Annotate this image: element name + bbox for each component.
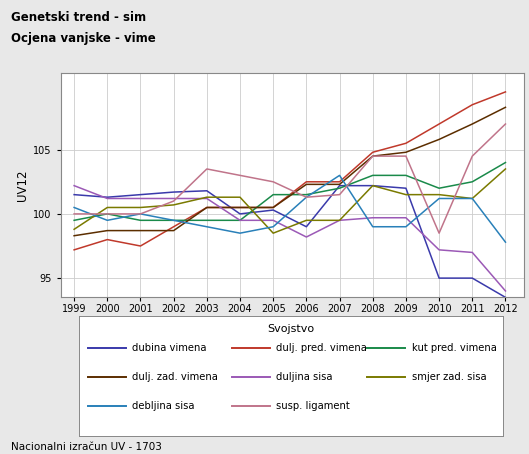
Text: Svojstvo: Svojstvo — [267, 324, 315, 334]
Text: debljina sisa: debljina sisa — [132, 401, 195, 411]
Text: Ocjena vanjske - vime: Ocjena vanjske - vime — [11, 32, 156, 45]
Text: smjer zad. sisa: smjer zad. sisa — [412, 372, 486, 382]
Text: Genetski trend - sim: Genetski trend - sim — [11, 11, 145, 25]
Text: susp. ligament: susp. ligament — [276, 401, 350, 411]
Text: kut pred. vimena: kut pred. vimena — [412, 343, 496, 353]
Text: dubina vimena: dubina vimena — [132, 343, 207, 353]
X-axis label: Godina rođenja: Godina rođenja — [247, 320, 338, 333]
Text: Nacionalni izračun UV - 1703: Nacionalni izračun UV - 1703 — [11, 442, 161, 452]
Text: duljina sisa: duljina sisa — [276, 372, 333, 382]
Text: dulj. zad. vimena: dulj. zad. vimena — [132, 372, 218, 382]
Y-axis label: UV12: UV12 — [16, 169, 29, 201]
Text: dulj. pred. vimena: dulj. pred. vimena — [276, 343, 367, 353]
